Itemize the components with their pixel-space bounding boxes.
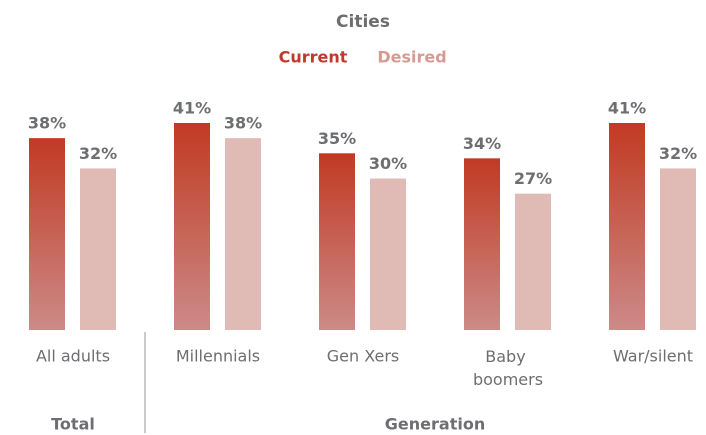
data-label: 34% [463,134,501,153]
x-tick-label: Baby boomers [473,347,543,389]
data-label: 38% [224,114,262,133]
data-label: 41% [173,99,211,118]
group-label: Generation [385,415,485,434]
data-label: 27% [514,169,552,188]
bar [515,193,551,330]
bar [660,168,696,330]
data-label: 35% [318,129,356,148]
bar [370,178,406,330]
legend-entry: Desired [377,48,446,67]
x-tick-label: War/silent [613,347,693,366]
bar [464,158,500,330]
x-tick-label: All adults [36,347,110,366]
data-label: 32% [79,144,117,163]
data-label: 32% [659,144,697,163]
bar [174,123,210,330]
bar [225,138,261,330]
data-label: 38% [28,114,66,133]
x-tick-label: Millennials [176,347,260,366]
bar [319,153,355,330]
bar [80,168,116,330]
data-label: 41% [608,99,646,118]
x-tick-label: Gen Xers [327,347,399,366]
bar [609,123,645,330]
legend-entry: Current [279,48,348,67]
data-label: 30% [369,154,407,173]
group-label: Total [51,415,95,434]
bar [29,138,65,330]
chart-title: Cities [336,12,390,32]
